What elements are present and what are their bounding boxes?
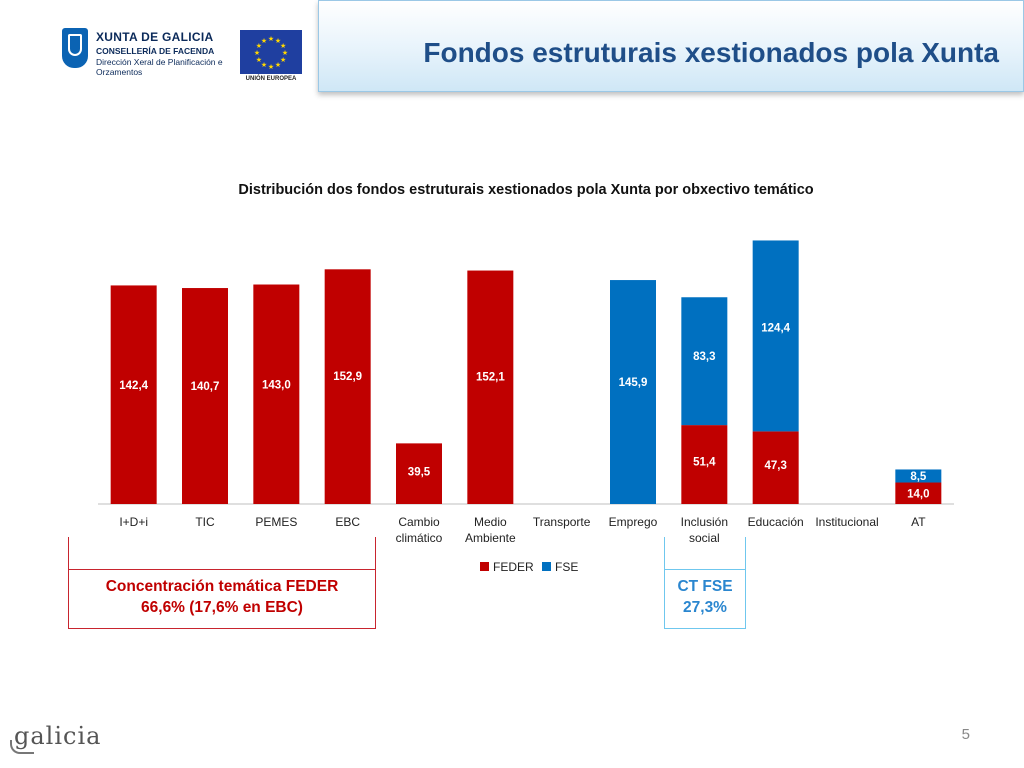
category-tick-label: Ambiente <box>465 531 516 545</box>
data-label: 8,5 <box>910 471 927 483</box>
feder-bar <box>752 431 799 504</box>
chart-title: Distribución dos fondos estruturais xest… <box>238 182 814 198</box>
category-tick-label: social <box>689 531 720 545</box>
category-tick-label: Inclusión <box>681 515 728 529</box>
data-label: 83,3 <box>693 351 715 363</box>
eu-star-icon: ★ <box>280 42 286 50</box>
fse-bar <box>681 297 728 426</box>
data-label: 145,9 <box>619 377 648 389</box>
direction-name: Dirección Xeral de Planificación e Orzam… <box>96 57 223 77</box>
category-tick-label: PEMES <box>255 515 297 529</box>
data-label: 143,0 <box>262 379 291 391</box>
eu-star-icon: ★ <box>275 37 281 45</box>
category-tick-label: I+D+i <box>119 515 148 529</box>
legend-label-fse: FSE <box>555 560 578 574</box>
eu-star-icon: ★ <box>261 61 267 69</box>
eu-star-icon: ★ <box>256 42 262 50</box>
category-tick-label: Medio <box>474 515 507 529</box>
data-label: 14,0 <box>907 488 929 500</box>
feder-concentration-line2: 66,6% (17,6% en EBC) <box>141 599 303 616</box>
xunta-logo: XUNTA DE GALICIA CONSELLERÍA DE FACENDA … <box>62 28 242 84</box>
category-tick-label: AT <box>911 515 926 529</box>
galicia-logo-mark-icon <box>10 740 34 754</box>
feder-bar <box>110 285 157 504</box>
galicia-shield-icon <box>62 28 88 68</box>
feder-concentration-box: Concentración temática FEDER 66,6% (17,6… <box>68 537 376 629</box>
data-label: 152,9 <box>333 371 362 383</box>
eu-star-icon: ★ <box>256 56 262 64</box>
category-tick-label: climático <box>396 531 443 545</box>
feder-bar <box>467 270 514 504</box>
eu-star-icon: ★ <box>275 61 281 69</box>
feder-concentration-line1: Concentración temática FEDER <box>105 578 339 595</box>
fse-bar <box>895 469 942 483</box>
legend-label-feder: FEDER <box>493 560 534 574</box>
title-banner: Fondos estruturais xestionados pola Xunt… <box>318 0 1024 92</box>
data-label: 140,7 <box>191 381 220 393</box>
eu-star-icon: ★ <box>261 37 267 45</box>
eu-flag-icon: ★ ★ ★ ★ ★ ★ ★ ★ ★ ★ ★ ★ <box>240 30 302 74</box>
data-label: 47,3 <box>764 460 786 472</box>
feder-bar <box>681 425 728 504</box>
fse-concentration-box: CT FSE 27,3% <box>664 537 746 629</box>
category-tick-label: TIC <box>195 515 215 529</box>
fse-concentration-line2: 27,3% <box>683 599 727 616</box>
eu-star-icon: ★ <box>268 63 274 71</box>
category-tick-label: Cambio <box>398 515 440 529</box>
feder-bar <box>253 284 300 504</box>
data-label: 51,4 <box>693 457 716 469</box>
data-label: 152,1 <box>476 372 505 384</box>
feder-bar <box>396 443 442 504</box>
legend-swatch-fse <box>542 562 551 571</box>
org-name: XUNTA DE GALICIA <box>96 30 214 44</box>
category-tick-label: Emprego <box>609 515 658 529</box>
fse-concentration-line1: CT FSE <box>677 578 733 595</box>
fse-bar <box>752 240 799 432</box>
feder-bar <box>324 269 371 504</box>
department-name: CONSELLERÍA DE FACENDA <box>96 46 215 56</box>
eu-star-icon: ★ <box>254 49 260 57</box>
feder-bar <box>895 482 942 504</box>
eu-caption: UNIÓN EUROPEA <box>245 76 297 82</box>
category-tick-label: EBC <box>335 515 360 529</box>
page-number: 5 <box>961 726 970 743</box>
data-label: 124,4 <box>761 322 790 334</box>
feder-bar <box>182 288 228 504</box>
galicia-logo: galicia <box>14 722 102 750</box>
data-label: 142,4 <box>119 380 148 392</box>
fse-bar <box>610 280 656 504</box>
legend-swatch-feder <box>480 562 489 571</box>
eu-star-icon: ★ <box>280 56 286 64</box>
slide-title: Fondos estruturais xestionados pola Xunt… <box>423 37 999 68</box>
eu-star-icon: ★ <box>282 49 288 57</box>
category-tick-label: Institucional <box>815 515 878 529</box>
category-tick-label: Transporte <box>533 515 591 529</box>
category-tick-label: Educación <box>748 515 804 529</box>
data-label: 39,5 <box>408 467 431 479</box>
eu-star-icon: ★ <box>268 35 274 43</box>
